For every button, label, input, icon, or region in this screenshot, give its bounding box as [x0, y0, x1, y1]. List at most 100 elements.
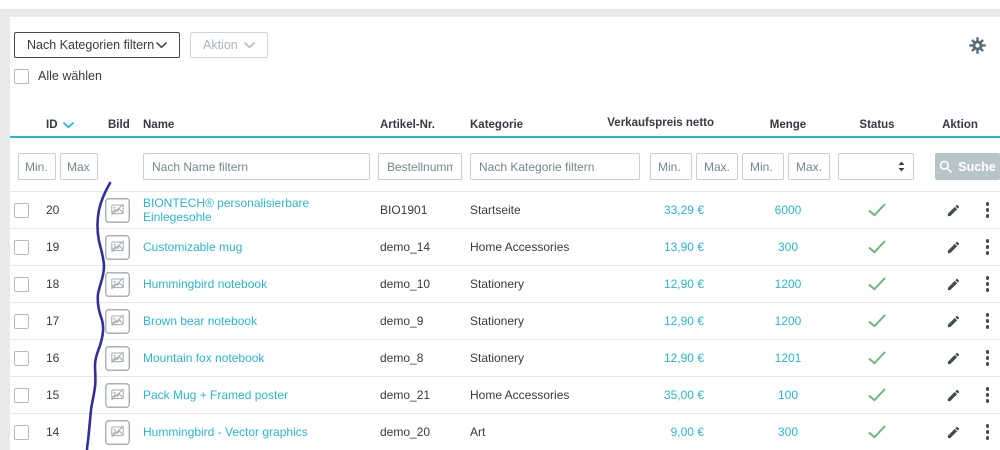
- chevron-down-icon: [156, 41, 167, 48]
- product-category: Stationery: [470, 314, 525, 328]
- product-name-link[interactable]: BIONTECH® personalisierbare Einlegesohle: [143, 196, 310, 224]
- edit-pencil-button[interactable]: [946, 203, 961, 218]
- quantity-max-filter-input[interactable]: [788, 153, 830, 180]
- product-id: 20: [46, 203, 60, 217]
- column-header-quantity: Menge: [769, 119, 807, 131]
- status-filter-select[interactable]: [838, 153, 914, 180]
- product-price: 12,90 €: [663, 351, 704, 365]
- product-sku: demo_10: [380, 277, 431, 291]
- product-name-link[interactable]: Mountain fox notebook: [143, 351, 265, 365]
- product-sku: demo_21: [380, 388, 431, 402]
- image-filter-cell: [98, 153, 143, 180]
- column-header-actions: Aktion: [942, 119, 978, 131]
- row-checkbox[interactable]: [14, 424, 29, 440]
- table-body: 20 BIONTECH® personalisierbare Einlegeso…: [10, 191, 1000, 450]
- product-sku: demo_9: [380, 314, 424, 328]
- bulk-action-label: Aktion: [203, 38, 238, 52]
- page-top-strip: [0, 0, 1000, 9]
- price-min-filter-input[interactable]: [650, 153, 692, 180]
- filter-by-category-dropdown[interactable]: Nach Kategorien filtern: [14, 32, 180, 58]
- pencil-icon: [947, 315, 960, 327]
- kebab-menu-button[interactable]: [984, 348, 992, 368]
- product-sku: demo_14: [380, 240, 431, 254]
- product-id: 14: [46, 425, 60, 439]
- product-name-link[interactable]: Hummingbird - Vector graphics: [143, 425, 308, 439]
- pencil-icon: [947, 426, 960, 438]
- sort-desc-chevron-icon[interactable]: [62, 121, 74, 129]
- pencil-icon: [947, 278, 960, 290]
- image-placeholder-icon: [105, 382, 130, 408]
- edit-pencil-button[interactable]: [946, 314, 961, 329]
- row-checkbox[interactable]: [14, 350, 29, 366]
- edit-pencil-button[interactable]: [946, 240, 961, 255]
- product-sku: demo_8: [380, 351, 424, 365]
- column-header-price: Verkaufspreis netto: [607, 117, 714, 130]
- edit-pencil-button[interactable]: [946, 388, 961, 403]
- edit-pencil-button[interactable]: [946, 351, 961, 366]
- price-max-filter-input[interactable]: [696, 153, 738, 180]
- image-placeholder-icon: [105, 345, 130, 371]
- column-header-status: Status: [859, 119, 895, 131]
- image-placeholder-icon: [105, 308, 130, 334]
- quantity-min-filter-input[interactable]: [742, 153, 784, 180]
- row-checkbox[interactable]: [14, 276, 29, 292]
- product-name-link[interactable]: Brown bear notebook: [143, 314, 258, 328]
- table-filter-row: Suche: [10, 153, 1000, 180]
- table-header: ID Bild Name Artikel-Nr. Kategorie Verka…: [10, 84, 1000, 138]
- updown-arrows-icon: [898, 161, 905, 172]
- product-price: 13,90 €: [663, 240, 704, 254]
- search-button[interactable]: Suche: [935, 153, 1000, 180]
- product-category: Startseite: [470, 203, 521, 217]
- edit-pencil-button[interactable]: [946, 425, 961, 440]
- product-row: 15 Pack Mug + Framed poster demo_21 Home…: [10, 376, 1000, 413]
- column-header-sku: Artikel-Nr.: [380, 119, 435, 131]
- product-row: 18 Hummingbird notebook demo_10 Statione…: [10, 265, 1000, 302]
- product-quantity: 300: [777, 425, 799, 439]
- status-active-check-icon: [868, 314, 886, 328]
- row-checkbox[interactable]: [14, 239, 29, 255]
- id-max-filter-input[interactable]: [60, 153, 98, 180]
- row-checkbox[interactable]: [14, 387, 29, 403]
- product-price: 33,29 €: [663, 203, 704, 217]
- kebab-menu-button[interactable]: [984, 274, 992, 294]
- product-row: 20 BIONTECH® personalisierbare Einlegeso…: [10, 191, 1000, 228]
- pencil-icon: [947, 389, 960, 401]
- name-filter-input[interactable]: [143, 153, 370, 180]
- sku-filter-input[interactable]: [378, 153, 462, 180]
- pencil-icon: [947, 204, 960, 216]
- product-name-link[interactable]: Customizable mug: [143, 240, 243, 254]
- product-id: 15: [46, 388, 60, 402]
- row-checkbox[interactable]: [14, 313, 29, 329]
- bulk-action-dropdown[interactable]: Aktion: [190, 32, 268, 58]
- status-active-check-icon: [868, 425, 886, 439]
- product-name-link[interactable]: Pack Mug + Framed poster: [143, 388, 289, 402]
- list-toolbar: Nach Kategorien filtern Aktion: [14, 32, 992, 58]
- edit-pencil-button[interactable]: [946, 277, 961, 292]
- row-checkbox[interactable]: [14, 202, 29, 218]
- column-header-category: Kategorie: [470, 119, 524, 131]
- product-category: Home Accessories: [470, 388, 570, 402]
- id-min-filter-input[interactable]: [18, 153, 56, 180]
- kebab-menu-button[interactable]: [984, 422, 992, 442]
- kebab-menu-button[interactable]: [984, 385, 992, 405]
- kebab-menu-button[interactable]: [984, 200, 992, 220]
- product-price: 35,00 €: [663, 388, 704, 402]
- kebab-menu-button[interactable]: [984, 237, 992, 257]
- column-header-id[interactable]: ID: [40, 119, 98, 136]
- product-sku: BIO1901: [380, 203, 428, 217]
- kebab-menu-button[interactable]: [984, 311, 992, 331]
- settings-gear-icon[interactable]: [969, 36, 986, 54]
- product-category: Stationery: [470, 277, 525, 291]
- chevron-down-icon: [244, 41, 255, 48]
- select-all-label: Alle wählen: [38, 69, 102, 83]
- product-id: 16: [46, 351, 60, 365]
- select-all-checkbox[interactable]: [14, 68, 29, 84]
- product-name-link[interactable]: Hummingbird notebook: [143, 277, 268, 291]
- status-active-check-icon: [868, 388, 886, 402]
- product-quantity: 100: [777, 388, 799, 402]
- status-active-check-icon: [868, 277, 886, 291]
- column-header-name: Name: [143, 119, 175, 131]
- status-active-check-icon: [868, 351, 886, 365]
- category-filter-input[interactable]: [470, 153, 640, 180]
- magnifier-icon: [939, 160, 953, 173]
